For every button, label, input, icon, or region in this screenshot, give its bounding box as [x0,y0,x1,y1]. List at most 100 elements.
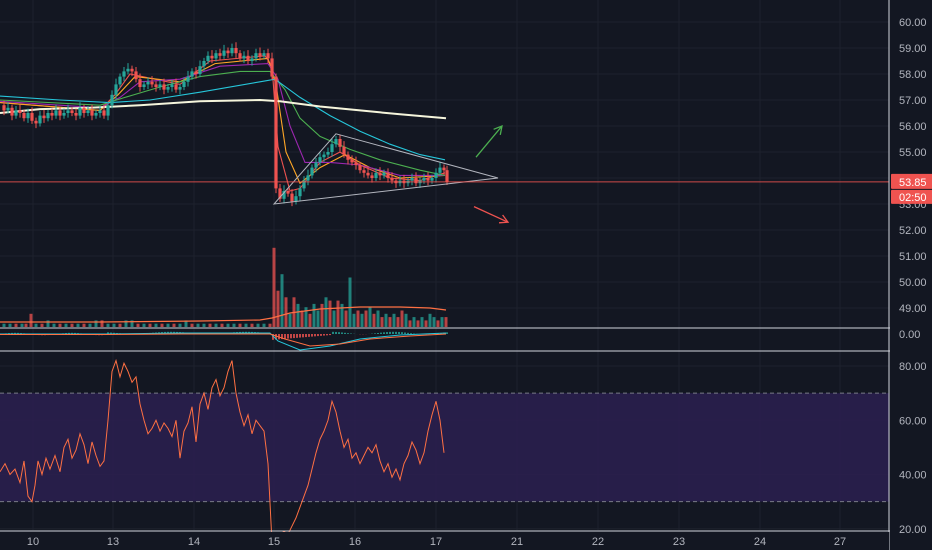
macd-hist-bar [335,331,337,334]
macd-hist-bar [14,332,16,334]
candle-body [334,139,338,145]
candle-body [50,113,54,116]
macd-hist-bar [446,332,448,334]
volume-bar [136,323,140,327]
candle-body [242,55,246,59]
time-tick-label: 15 [268,536,280,548]
arrow-up [475,125,503,158]
candle-body [158,84,162,87]
macd-hist-bar [401,332,403,334]
candle-body [114,84,118,95]
candle-body [154,84,158,87]
candle-body [430,178,434,181]
candle-body [438,167,442,173]
volume-bar [320,303,324,327]
volume-bar [428,313,432,327]
macd-hist-bar [404,332,406,334]
candle-body [338,139,342,147]
candle-body [82,107,86,113]
volume-bar [376,310,380,327]
volume-bar [2,323,6,327]
macd-line [0,332,447,351]
macd-hist-bar [290,334,292,339]
macd-hist-bar [326,334,328,336]
price-axis-bg [890,0,932,550]
macd-hist-bar [284,334,286,339]
candle-body [130,68,134,72]
arrow-down [473,206,509,223]
macd-hist-bar [395,331,397,334]
price-axis[interactable]: 60.0059.0058.0057.0056.0055.0054.0053.00… [890,0,932,550]
macd-hist-bar [323,334,325,336]
volume-bar [196,323,200,327]
candle-body [190,71,194,77]
candle-body [318,157,322,163]
macd-hist-bar [332,331,334,334]
volume-bar [178,323,182,327]
macd-hist-bar [347,333,349,334]
candle-body [250,58,254,61]
volume-bar [272,247,276,327]
volume-bar [262,323,266,327]
candle-body [246,55,250,61]
volume-bar [356,310,360,327]
volume-bar [340,303,344,327]
candle-body [22,113,26,119]
rsi-band-fill [0,393,889,502]
volume-bar [64,323,68,327]
macd-hist-bar [308,334,310,337]
macd-hist-bar [341,332,343,334]
price-tick-label: 60.00 [899,17,927,29]
time-axis[interactable]: 10 13 14 15 16 17 21 22 23 24 27 [0,532,889,550]
candle-body [282,191,286,199]
candle-body [54,110,58,116]
candle-body [106,105,110,116]
volume-bar [58,323,62,327]
candle-body [390,178,394,181]
macd-hist-bar [305,334,307,338]
volume-bar [400,310,404,327]
macd-hist-bar [344,332,346,334]
price-tick-label: 58.00 [899,69,927,81]
macd-hist-bar [320,334,322,336]
candle-body [294,196,298,202]
macd-hist-bar [302,334,304,338]
time-tick-label: 13 [107,536,119,548]
macd-hist-bar [287,334,289,339]
candle-body [10,107,14,116]
candle-body [150,81,154,85]
volume-bar [436,320,440,327]
time-tick-label: 14 [188,536,200,548]
time-tick-label: 22 [592,536,604,548]
drawings[interactable] [0,124,889,224]
volume-bar [424,320,428,327]
candle-body [170,84,174,87]
volume-bar [268,323,272,327]
candle-body [286,191,290,194]
candle-body [174,84,178,90]
macd-hist-bar [386,332,388,334]
rsi-tick-label: 20.00 [899,524,927,536]
price-tick-label: 49.00 [899,303,927,315]
volume-bar [312,303,316,327]
candle-body [38,115,42,124]
candle-body [62,113,66,116]
candle-body [410,178,414,181]
candle-body [274,76,278,189]
macd-hist-bar [107,332,109,334]
volume-bar [130,320,134,327]
candle-body [226,50,230,54]
candle-body [166,87,170,90]
time-axis-bg [0,532,889,550]
countdown-value: 02:50 [899,192,927,204]
volume-bar [276,290,280,327]
macd-hist-bar [374,333,376,334]
volume-bar [190,323,194,327]
volume-bar [396,317,400,327]
volume-bar [94,320,98,327]
volume-bar [214,323,218,327]
candle-body [118,76,122,85]
candle-body [278,188,282,199]
price-tick-label: 51.00 [899,251,927,263]
